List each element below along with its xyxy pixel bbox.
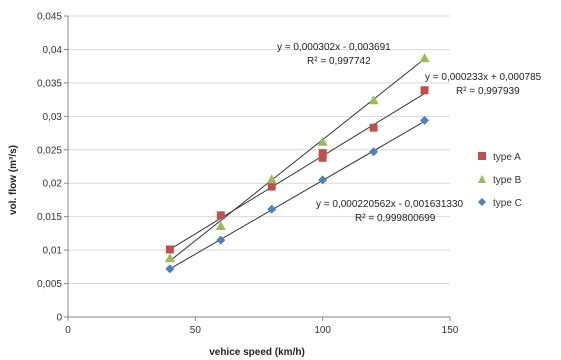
- data-point-type-A: [318, 149, 327, 158]
- data-point-type-A: [318, 153, 327, 162]
- trendlines: [169, 58, 425, 270]
- data-point-type-A: [165, 245, 174, 254]
- legend-label-type-c: type C: [493, 198, 522, 209]
- data-points: [164, 53, 430, 274]
- data-point-type-C: [165, 264, 175, 274]
- data-point-type-B: [419, 53, 430, 63]
- legend-item-type-a: type A: [478, 152, 521, 163]
- trendline-type-A: [169, 93, 425, 250]
- legend-marker-type-c: [478, 198, 486, 206]
- gridlines: [68, 15, 450, 285]
- y-tick-label: 0,045: [37, 12, 62, 23]
- data-point-type-C: [369, 147, 379, 157]
- equation-type-b: y = 0,000302x - 0,003691: [277, 42, 391, 53]
- x-tick-label: 150: [442, 325, 459, 336]
- legend-label-type-b: type B: [493, 175, 522, 186]
- r2-type-b: R² = 0,997742: [307, 56, 371, 67]
- data-point-type-A: [369, 123, 378, 132]
- legend-label-type-a: type A: [493, 152, 521, 163]
- data-point-type-C: [420, 115, 430, 125]
- equation-type-a: y = 0,000233x + 0,000785: [425, 72, 542, 83]
- tick-labels: 0 0,005 0,01 0,015 0,02 0,025 0,03 0,035 0,04 0,0…: [37, 12, 459, 337]
- data-point-type-B: [164, 253, 175, 263]
- y-tick-label: 0,02: [43, 179, 63, 190]
- legend-marker-type-b: [478, 175, 486, 183]
- trendline-type-C: [169, 120, 425, 270]
- y-tick-label: 0: [56, 313, 62, 324]
- data-point-type-B: [266, 174, 277, 184]
- r2-type-c: R² = 0,999800699: [355, 213, 436, 224]
- y-tick-label: 0,035: [37, 78, 62, 89]
- x-tick-label: 0: [65, 325, 71, 336]
- data-point-type-A: [267, 182, 276, 191]
- y-tick-label: 0,01: [43, 246, 63, 257]
- x-axis-title: vehice speed (km/h): [209, 347, 305, 358]
- legend-item-type-b: type B: [478, 175, 522, 186]
- data-point-type-C: [318, 175, 328, 185]
- data-point-type-C: [216, 235, 226, 245]
- axes: [64, 15, 451, 321]
- data-point-type-B: [317, 136, 328, 146]
- data-point-type-A: [216, 211, 225, 220]
- y-tick-label: 0,005: [37, 279, 62, 290]
- trendline-type-B: [169, 58, 425, 262]
- legend-marker-type-a: [478, 152, 486, 160]
- data-point-type-B: [215, 221, 226, 231]
- y-tick-label: 0,015: [37, 212, 62, 223]
- data-point-type-B: [368, 95, 379, 105]
- x-tick-label: 100: [314, 325, 331, 336]
- legend: type A type B type C: [478, 152, 522, 209]
- data-point-type-A: [420, 86, 429, 95]
- legend-item-type-c: type C: [478, 198, 522, 209]
- y-tick-label: 0,025: [37, 145, 62, 156]
- x-tick-label: 50: [190, 325, 202, 336]
- r2-type-a: R² = 0,997939: [456, 86, 520, 97]
- equation-type-c: y = 0,000220562x - 0,001631330: [316, 199, 464, 210]
- y-tick-label: 0,04: [43, 45, 63, 56]
- y-tick-label: 0,03: [43, 112, 63, 123]
- y-axis-title: vol. flow (m³/s): [8, 145, 19, 215]
- data-point-type-C: [267, 204, 277, 214]
